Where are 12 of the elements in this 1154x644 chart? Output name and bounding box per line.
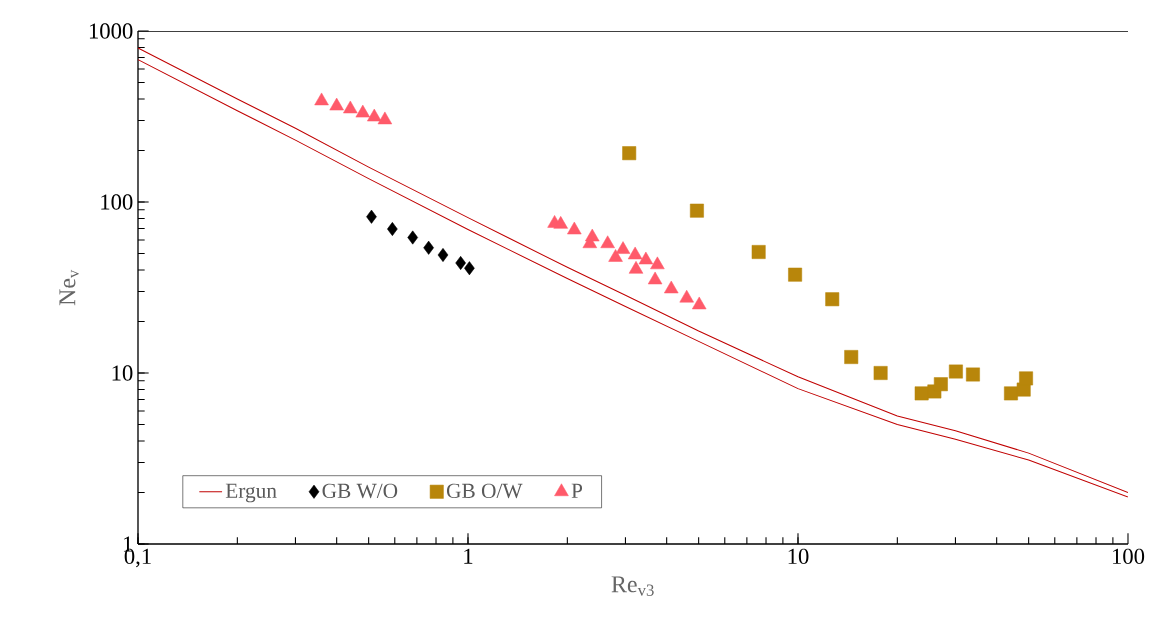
y-tick-label: 10 (112, 365, 133, 381)
y-axis-title: Ne$_{v}$ (59, 269, 79, 306)
y-tick-label: 1000 (89, 23, 133, 39)
x-tick-label: 1 (464, 548, 473, 564)
legend-label: GB W/O (322, 483, 398, 499)
legend-label: Ergun (225, 483, 277, 503)
legend-label: GB O/W (446, 483, 523, 499)
y-tick-label: 100 (101, 194, 133, 210)
x-tick-label: 10 (788, 548, 809, 565)
x-axis-title: Re$_{v3}$ (611, 576, 654, 596)
x-tick-label: 100 (1112, 548, 1145, 565)
legend-label: P (571, 483, 583, 498)
